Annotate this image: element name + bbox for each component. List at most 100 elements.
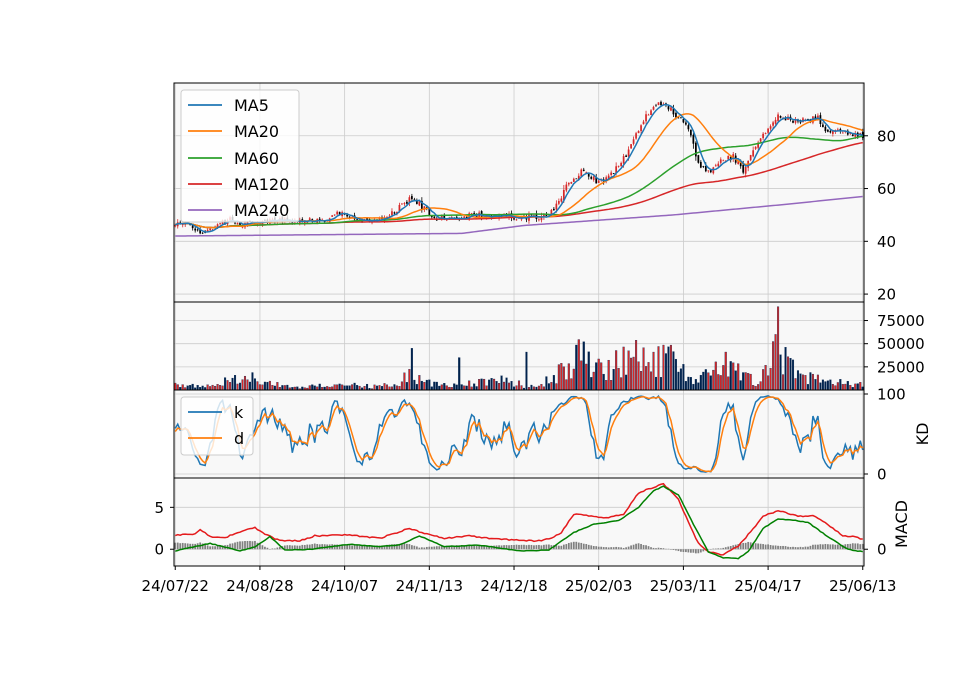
osc-bar <box>760 544 762 549</box>
candle-body <box>394 212 396 213</box>
osc-bar <box>267 548 269 549</box>
volume-bar <box>837 382 839 390</box>
candle-body <box>852 135 854 137</box>
volume-bar <box>750 374 752 390</box>
osc-bar <box>812 545 814 549</box>
volume-bar <box>232 378 234 390</box>
volume-bar <box>590 377 592 390</box>
osc-bar <box>600 547 602 549</box>
volume-bar <box>311 385 313 390</box>
volume-bar <box>777 307 779 390</box>
legend-label-ma120: MA120 <box>234 175 289 194</box>
osc-bar <box>605 547 607 549</box>
osc-bar <box>548 544 550 549</box>
candle-body <box>640 125 642 131</box>
candle-body <box>593 177 595 180</box>
volume-bar <box>286 385 288 390</box>
osc-bar <box>242 541 244 549</box>
volume-bar <box>364 386 366 390</box>
x-tick-label: 24/11/13 <box>396 577 463 595</box>
osc-bar <box>638 543 640 549</box>
kd-y-tick-label: 100 <box>877 386 906 404</box>
osc-bar <box>722 548 724 549</box>
osc-bar <box>538 545 540 549</box>
volume-bar <box>717 374 719 390</box>
volume-bar <box>493 379 495 390</box>
volume-bar <box>481 379 483 390</box>
candle-body <box>618 166 620 167</box>
osc-bar <box>541 545 543 549</box>
osc-bar <box>478 546 480 550</box>
volume-bar <box>359 386 361 390</box>
osc-bar <box>259 544 261 549</box>
candle-body <box>750 155 752 160</box>
osc-bar <box>618 547 620 549</box>
volume-bar <box>825 382 827 390</box>
osc-bar <box>663 548 665 549</box>
candle-body <box>762 134 764 138</box>
osc-bar <box>648 546 650 549</box>
price-y-tick-label: 60 <box>877 180 896 198</box>
osc-bar <box>673 549 675 550</box>
candle-body <box>583 170 585 171</box>
volume-bar <box>446 386 448 390</box>
osc-bar <box>849 544 851 549</box>
candle-body <box>688 125 690 129</box>
candle-body <box>391 211 393 215</box>
osc-bar <box>209 546 211 549</box>
candle-body <box>655 106 657 107</box>
osc-bar <box>745 543 747 549</box>
volume-bar <box>633 357 635 390</box>
legend-label-ma60: MA60 <box>234 149 279 168</box>
volume-bar <box>727 377 729 390</box>
osc-bar <box>301 545 303 549</box>
legend-label-k: k <box>234 403 244 422</box>
candle-body <box>765 133 767 134</box>
osc-bar <box>653 548 655 549</box>
volume-bar <box>269 381 271 390</box>
volume-bar <box>409 369 411 390</box>
osc-bar <box>523 545 525 549</box>
candle-body <box>722 160 724 161</box>
osc-bar <box>234 542 236 549</box>
volume-bar <box>463 386 465 390</box>
volume-bar <box>573 369 575 390</box>
volume-bar <box>394 384 396 390</box>
osc-bar <box>832 544 834 549</box>
volume-bar <box>630 358 632 390</box>
volume-bar <box>488 380 490 390</box>
volume-bar <box>834 386 836 390</box>
volume-bar <box>227 380 229 390</box>
osc-bar <box>546 545 548 550</box>
volume-bar <box>658 346 660 390</box>
volume-bar <box>538 386 540 390</box>
volume-bar <box>207 385 209 390</box>
macd-y-left-tick-label: 5 <box>154 499 164 517</box>
volume-bar <box>262 385 264 390</box>
osc-bar <box>237 542 239 549</box>
volume-bar <box>521 386 523 390</box>
osc-bar <box>583 544 585 550</box>
osc-bar <box>630 545 632 549</box>
osc-bar <box>792 547 794 549</box>
candle-body <box>760 138 762 141</box>
candle-body <box>680 118 682 119</box>
candle-body <box>685 123 687 125</box>
volume-bar <box>822 380 824 390</box>
osc-bar <box>633 545 635 550</box>
volume-bar <box>653 352 655 390</box>
candle-body <box>620 163 622 166</box>
candle-body <box>406 202 408 204</box>
candle-body <box>202 233 204 234</box>
osc-bar <box>473 545 475 549</box>
volume-bar <box>219 385 221 390</box>
volume-bar <box>466 386 468 390</box>
volume-bar <box>673 352 675 390</box>
osc-bar <box>508 545 510 549</box>
candle-body <box>401 204 403 205</box>
osc-bar <box>212 546 214 549</box>
volume-bar <box>588 352 590 390</box>
volume-bar <box>526 352 528 390</box>
candle-body <box>590 177 592 179</box>
